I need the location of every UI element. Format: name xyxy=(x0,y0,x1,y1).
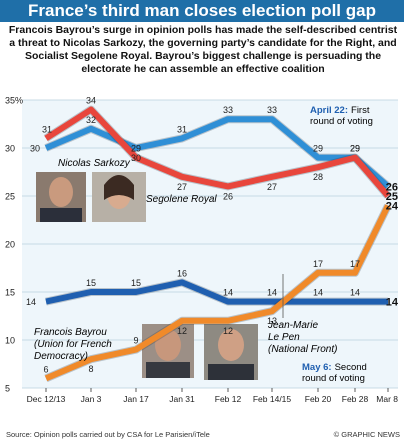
y-tick-label: 35% xyxy=(5,96,23,106)
lepen-value-label: 14 xyxy=(313,288,323,298)
y-tick-label: 20 xyxy=(5,240,15,250)
x-tick-label: Feb 28 xyxy=(342,394,369,404)
bayrou-value-label: 8 xyxy=(88,364,93,374)
chart-title: France’s third man closes election poll … xyxy=(28,1,376,20)
sarkozy-value-label: 29 xyxy=(313,144,323,154)
bayrou-value-label: 12 xyxy=(223,326,233,336)
x-tick-label: Jan 17 xyxy=(123,394,149,404)
bayrou-line xyxy=(44,204,391,382)
lepen-label-2: Le Pen xyxy=(268,332,300,343)
y-tick-label: 15 xyxy=(5,288,15,298)
bayrou-label-1: Francois Bayrou xyxy=(34,327,107,338)
x-tick-label: Feb 20 xyxy=(305,394,332,404)
bayrou-value-label: 6 xyxy=(43,364,48,374)
bayrou-label-3: Democracy) xyxy=(34,351,88,362)
royal-value-label: 28 xyxy=(313,172,323,182)
april22-rest: First xyxy=(351,105,370,116)
lepen-value-label: 14 xyxy=(223,288,233,298)
lepen-value-label: 14 xyxy=(350,288,360,298)
bayrou-value-label: 13 xyxy=(267,316,277,326)
series-lines xyxy=(43,105,392,383)
x-tick-label: Jan 31 xyxy=(169,394,195,404)
x-tick-label: Jan 3 xyxy=(81,394,102,404)
lepen-value-label: 14 xyxy=(267,288,277,298)
sarkozy-end-value: 26 xyxy=(386,181,398,193)
lepen-photo xyxy=(204,324,258,380)
lepen-label-3: (National Front) xyxy=(268,344,337,355)
sarkozy-value-label: 31 xyxy=(177,124,187,134)
credit: © GRAPHIC NEWS xyxy=(333,430,400,439)
may6-bold: May 6: xyxy=(302,362,332,373)
royal-value-label: 26 xyxy=(223,191,233,201)
royal-line xyxy=(44,106,391,198)
april22-bold: April 22: xyxy=(310,105,348,116)
royal-label: Segolene Royal xyxy=(146,194,217,205)
bayrou-label-2: (Union for French xyxy=(34,339,112,350)
title-bar: France’s third man closes election poll … xyxy=(0,0,404,22)
lepen-line xyxy=(45,279,388,305)
may6-rest: Second xyxy=(335,362,367,373)
sarkozy-value-label: 30 xyxy=(131,153,141,163)
royal-value-label: 29 xyxy=(131,144,141,154)
y-tick-label: 30 xyxy=(5,144,15,154)
lepen-value-label: 16 xyxy=(177,268,187,278)
bayrou-value-label: 17 xyxy=(350,259,360,269)
bayrou-end-value: 24 xyxy=(386,201,399,213)
lepen-value-label: 14 xyxy=(26,297,36,307)
lepen-end-value: 14 xyxy=(386,297,399,309)
sarkozy-value-label: 33 xyxy=(223,105,233,115)
sarkozy-value-label: 30 xyxy=(30,144,40,154)
y-tick-label: 25 xyxy=(5,192,15,202)
lepen-value-label: 15 xyxy=(131,278,141,288)
x-tick-label: Feb 14/15 xyxy=(253,394,292,404)
bayrou-value-label: 9 xyxy=(133,336,138,346)
y-axis-ticks: 5 10 15 20 25 30 35% xyxy=(5,96,23,394)
sarkozy-value-label: 32 xyxy=(86,115,96,125)
y-tick-label: 5 xyxy=(5,384,10,394)
lepen-value-label: 15 xyxy=(86,278,96,288)
sarkozy-label: Nicolas Sarkozy xyxy=(58,158,131,169)
royal-value-label: 29 xyxy=(350,144,360,154)
royal-end-value: 25 xyxy=(386,191,398,203)
x-tick-label: Feb 12 xyxy=(215,394,242,404)
may6-annotation: May 6: Second xyxy=(302,362,367,373)
x-axis-ticks: Dec 12/13 Jan 3 Jan 17 Jan 31 Feb 12 Feb 14/1… xyxy=(27,388,398,404)
sarkozy-value-label: 33 xyxy=(267,105,277,115)
royal-value-label: 27 xyxy=(267,182,277,192)
may6-line2: round of voting xyxy=(302,373,365,384)
x-tick-label: Dec 12/13 xyxy=(27,394,66,404)
bayrou-value-label: 12 xyxy=(177,326,187,336)
sarkozy-line xyxy=(44,116,390,189)
royal-value-label: 31 xyxy=(42,124,52,134)
sarkozy-value-label: 29 xyxy=(350,144,360,154)
royal-value-label: 27 xyxy=(177,182,187,192)
source-note: Source: Opinion polls carried out by CSA… xyxy=(6,430,210,439)
royal-value-label: 34 xyxy=(86,96,96,106)
x-tick-label: Mar 8 xyxy=(376,394,398,404)
y-tick-label: 10 xyxy=(5,336,15,346)
royal-photo xyxy=(92,172,146,222)
april22-annotation: April 22: First xyxy=(310,105,370,116)
sarkozy-photo xyxy=(36,172,86,222)
april22-line2: round of voting xyxy=(310,116,373,127)
lepen-label-1: Jean-Marie xyxy=(267,320,318,331)
intro-text: Francois Bayrou’s surge in opinion polls… xyxy=(8,24,398,75)
bayrou-value-label: 17 xyxy=(313,259,323,269)
